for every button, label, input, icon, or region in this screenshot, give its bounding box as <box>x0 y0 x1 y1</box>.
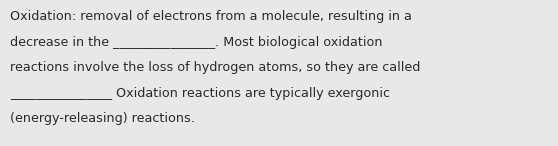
Text: ________________ Oxidation reactions are typically exergonic: ________________ Oxidation reactions are… <box>10 87 390 100</box>
Text: reactions involve the loss of hydrogen atoms, so they are called: reactions involve the loss of hydrogen a… <box>10 61 420 74</box>
Text: Oxidation: removal of electrons from a molecule, resulting in a: Oxidation: removal of electrons from a m… <box>10 10 412 23</box>
Text: (energy-releasing) reactions.: (energy-releasing) reactions. <box>10 112 195 125</box>
Text: decrease in the ________________. Most biological oxidation: decrease in the ________________. Most b… <box>10 36 383 49</box>
